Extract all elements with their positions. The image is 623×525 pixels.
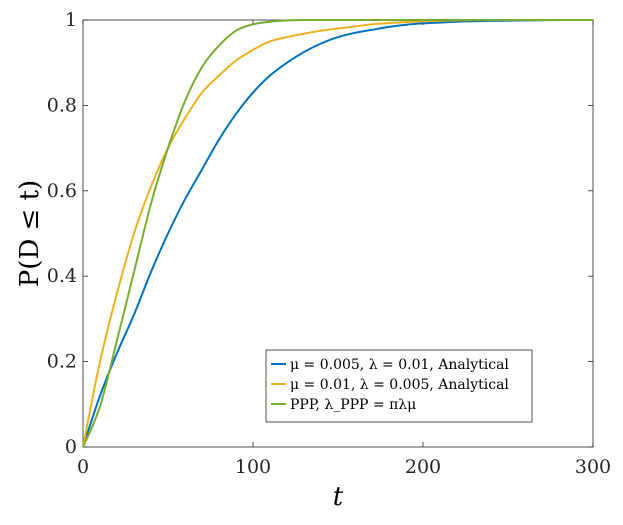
y-tick-label: 0.4 — [47, 265, 77, 287]
y-tick-label: 0.8 — [47, 94, 77, 116]
y-tick-labels: 0 0.2 0.4 0.6 0.8 1 — [47, 9, 77, 458]
x-tick-labels: 0 100 200 300 — [77, 456, 611, 478]
x-axis-label: t — [333, 482, 344, 512]
series-line-3 — [82, 18, 593, 448]
x-tick-label: 300 — [575, 456, 611, 478]
legend-box — [265, 349, 533, 423]
legend-label-3: PPP, λ_PPP = πλμ — [290, 397, 416, 413]
plot-series — [82, 18, 594, 448]
legend-label-2: μ = 0.01, λ = 0.005, Analytical — [290, 377, 509, 393]
y-axis-label: P(D ≤ t) — [15, 180, 45, 287]
y-tick-label: 0 — [65, 436, 77, 458]
legend: μ = 0.005, λ = 0.01, Analytical μ = 0.01,… — [265, 349, 533, 423]
y-tick-label: 1 — [65, 9, 77, 31]
legend-label-1: μ = 0.005, λ = 0.01, Analytical — [290, 357, 509, 373]
x-tick-label: 0 — [77, 456, 89, 478]
y-tick-label: 0.6 — [47, 180, 77, 202]
x-tick-label: 100 — [235, 456, 271, 478]
x-tick-label: 200 — [405, 456, 441, 478]
series-line-1 — [82, 18, 594, 448]
y-tick-label: 0.2 — [47, 351, 77, 373]
